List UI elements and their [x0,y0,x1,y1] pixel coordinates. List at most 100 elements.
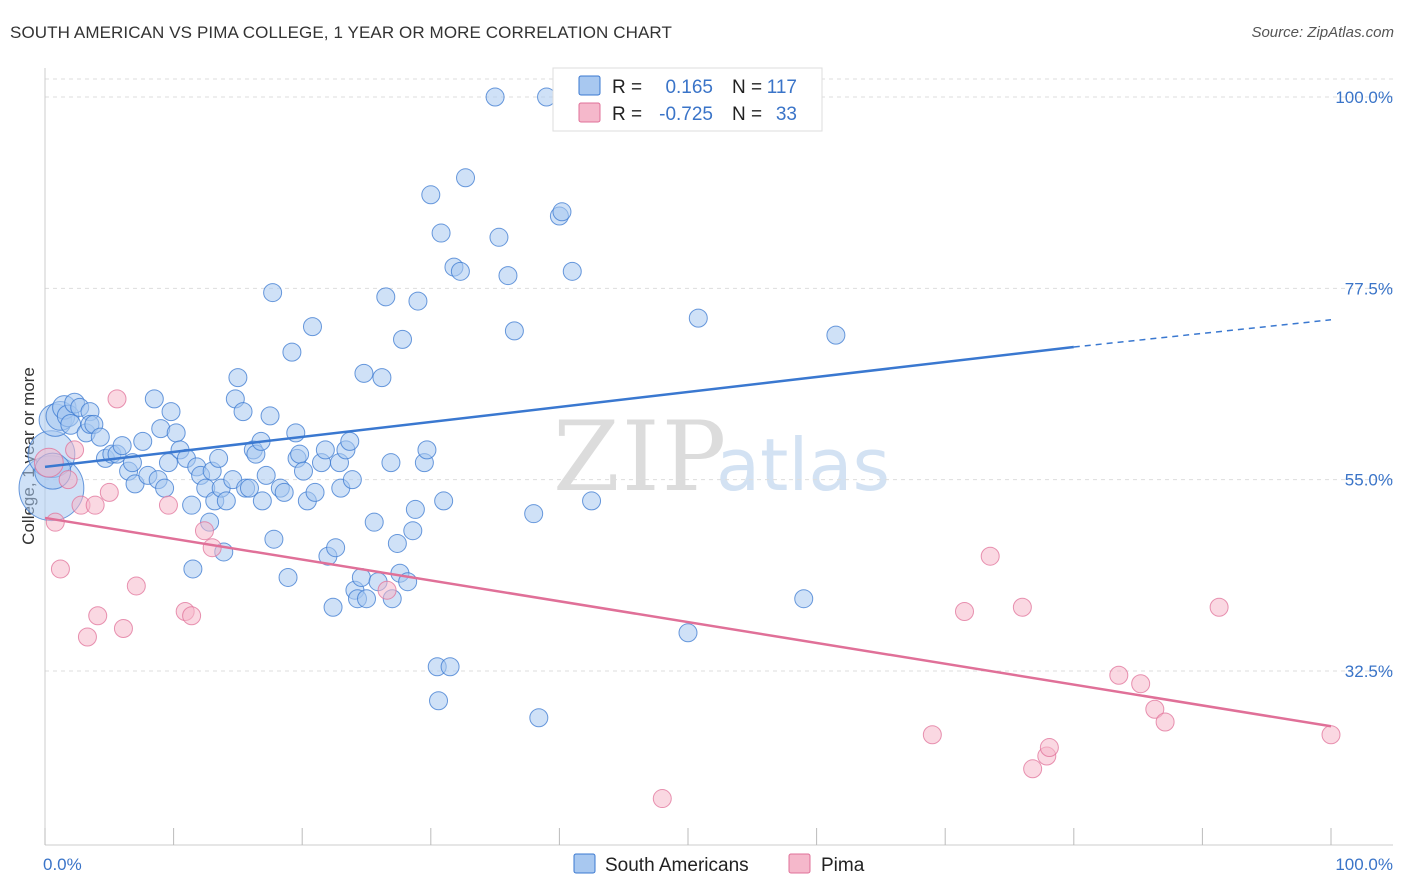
trend-lines [44,319,1332,728]
south-americans-point [429,691,449,711]
south-americans-point [233,402,253,422]
south-americans-point [209,448,229,468]
south-americans-point [263,283,283,303]
legend-r-value-1: 0.165 [665,77,713,98]
pima-point [194,521,214,541]
x-tick-label-max: 100.0% [1335,855,1393,874]
south-americans-trend-extension [1073,319,1332,348]
pima-point [113,618,133,638]
south-americans-point [216,491,236,511]
south-americans-point [305,482,325,502]
south-americans-point [403,521,423,541]
south-americans-point [552,202,572,222]
south-americans-point [688,308,708,328]
south-americans-point [376,287,396,307]
series-legend: South Americans Pima [573,853,865,876]
y-tick-label: 100.0% [1335,88,1393,107]
pima-point [377,580,397,600]
pima-point [652,789,672,809]
pima-point [202,538,222,558]
south-americans-point [354,363,374,383]
pima-point [1321,725,1341,745]
pima-point [158,495,178,515]
south-americans-point [357,589,376,609]
y-tick-label: 32.5% [1345,662,1393,681]
legend-swatch-pink [578,102,601,123]
south-americans-point [498,266,518,286]
legend-n-value-1: 117 [767,77,797,98]
south-americans-point [456,168,476,188]
pima-point [33,447,64,478]
pima-point [88,606,108,626]
pima-point [1109,665,1129,685]
legend-r-value-2: -0.725 [659,104,713,125]
south-americans-point [161,402,181,422]
south-americans-point [112,436,132,456]
correlation-legend: R = 0.165 N = 117 R = -0.725 N = 33 [552,67,823,132]
south-americans-point [393,329,413,349]
south-americans-point [260,406,280,426]
south-americans-point [372,368,392,388]
south-americans-point [290,444,310,464]
south-americans-point [431,223,451,243]
south-americans-point [323,597,343,617]
y-tick-labels: 32.5% 55.0% 77.5% 100.0% [1335,88,1393,681]
south-americans-point [293,461,313,481]
pima-point [1131,674,1151,694]
south-americans-trend-line [44,345,1074,469]
south-americans-points [18,87,846,728]
watermark-atlas: atlas [716,423,890,507]
south-americans-point [183,559,203,579]
south-americans-point [155,478,175,498]
south-americans-point [408,291,428,311]
south-americans-point [678,623,698,643]
series-label-pima: Pima [821,855,865,876]
pima-point [77,627,97,647]
legend-r-label-2: R = [612,104,642,125]
x-axis-ticks [44,828,1332,845]
south-americans-point [562,261,582,281]
pima-point [107,389,127,409]
south-americans-point [166,423,186,443]
pima-trend-line [44,516,1332,728]
chart-title: SOUTH AMERICAN VS PIMA COLLEGE, 1 YEAR O… [10,23,672,42]
south-americans-point [256,465,276,485]
legend-n-label-1: N = [732,77,762,98]
south-americans-point [302,317,322,337]
south-americans-point [239,478,259,498]
south-americans-point [278,567,298,587]
south-americans-point [315,440,335,460]
pima-point [182,606,202,626]
legend-n-label-2: N = [732,104,762,125]
gridlines [45,78,1393,672]
south-americans-point [405,499,425,519]
south-americans-point [440,657,460,677]
south-americans-point [450,261,470,281]
pima-point [50,559,70,579]
pima-point [1145,699,1165,719]
south-americans-point [582,491,602,511]
legend-r-label-1: R = [612,77,642,98]
south-americans-point [144,389,164,409]
south-americans-point [252,491,272,511]
south-americans-point [364,512,384,532]
south-americans-point [264,529,284,549]
south-americans-point [274,482,294,502]
south-americans-point [387,533,407,553]
south-americans-point [489,227,509,247]
south-americans-point [417,440,437,460]
pima-point [954,601,974,621]
pima-point [45,512,65,532]
south-americans-point [90,427,110,447]
pima-point [1012,597,1032,617]
south-americans-point [342,470,362,490]
pima-point [1039,738,1059,758]
watermark-zip: ZIP [553,401,728,513]
south-americans-point [524,504,544,524]
south-americans-point [326,538,346,558]
series-swatch-south-americans [573,853,596,874]
x-tick-label-min: 0.0% [43,855,82,874]
pima-point [85,495,105,515]
y-tick-label: 77.5% [1345,279,1393,298]
